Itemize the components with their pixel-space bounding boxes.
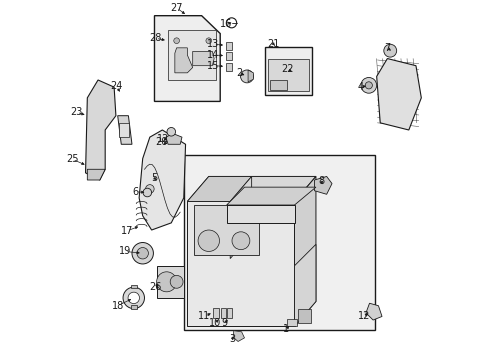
Polygon shape xyxy=(157,266,183,298)
Circle shape xyxy=(156,272,176,292)
Polygon shape xyxy=(314,176,331,194)
Circle shape xyxy=(143,188,151,197)
Text: 12: 12 xyxy=(157,134,169,144)
Polygon shape xyxy=(85,80,116,180)
Circle shape xyxy=(170,275,183,288)
Text: 19: 19 xyxy=(119,247,131,256)
Circle shape xyxy=(128,292,139,303)
Circle shape xyxy=(123,287,144,309)
Text: 25: 25 xyxy=(66,154,79,164)
Polygon shape xyxy=(294,244,315,327)
Polygon shape xyxy=(187,176,251,202)
Polygon shape xyxy=(226,187,315,205)
Circle shape xyxy=(145,185,154,193)
Text: 20: 20 xyxy=(155,138,167,148)
Bar xyxy=(226,307,232,318)
Bar xyxy=(264,47,311,95)
Polygon shape xyxy=(118,116,132,144)
Polygon shape xyxy=(139,130,185,230)
Polygon shape xyxy=(175,48,192,73)
Bar xyxy=(213,307,219,318)
Polygon shape xyxy=(233,331,244,342)
Text: 18: 18 xyxy=(111,301,123,311)
Polygon shape xyxy=(226,205,294,223)
Polygon shape xyxy=(267,59,308,91)
Circle shape xyxy=(166,127,175,136)
Bar xyxy=(131,305,136,309)
Text: 3: 3 xyxy=(228,334,235,344)
Polygon shape xyxy=(154,16,220,102)
Text: 15: 15 xyxy=(207,61,219,71)
Circle shape xyxy=(383,44,396,57)
Circle shape xyxy=(365,82,372,89)
Text: 10: 10 xyxy=(209,318,221,328)
Text: 26: 26 xyxy=(149,282,161,292)
Polygon shape xyxy=(183,155,374,330)
Bar xyxy=(225,42,232,50)
Text: 6: 6 xyxy=(132,187,138,197)
Polygon shape xyxy=(165,134,182,144)
Bar xyxy=(286,319,296,326)
Text: 17: 17 xyxy=(121,226,133,236)
Text: 9: 9 xyxy=(222,318,227,328)
Polygon shape xyxy=(187,202,294,327)
Polygon shape xyxy=(187,176,315,202)
Text: 11: 11 xyxy=(198,311,210,321)
Bar xyxy=(119,123,129,137)
Circle shape xyxy=(231,232,249,250)
Polygon shape xyxy=(230,176,251,258)
Text: 28: 28 xyxy=(149,33,162,43)
Circle shape xyxy=(360,77,376,93)
Text: 23: 23 xyxy=(70,107,82,117)
Polygon shape xyxy=(247,70,253,82)
Text: 7: 7 xyxy=(384,43,390,53)
Bar xyxy=(225,52,232,60)
Text: 1: 1 xyxy=(283,324,289,334)
Text: 8: 8 xyxy=(318,176,324,186)
Circle shape xyxy=(173,38,179,44)
Bar xyxy=(194,205,258,255)
Text: 24: 24 xyxy=(110,81,122,91)
Text: 5: 5 xyxy=(151,173,157,183)
Text: 12: 12 xyxy=(357,311,369,321)
Text: 21: 21 xyxy=(266,39,279,49)
Text: 14: 14 xyxy=(207,50,219,60)
Circle shape xyxy=(132,243,153,264)
Circle shape xyxy=(137,248,148,259)
Polygon shape xyxy=(365,303,381,320)
Circle shape xyxy=(240,70,253,83)
Bar xyxy=(298,309,310,323)
Text: 4: 4 xyxy=(357,82,363,92)
Polygon shape xyxy=(269,80,287,90)
Bar xyxy=(220,307,226,318)
Text: 13: 13 xyxy=(207,39,219,49)
Polygon shape xyxy=(87,169,105,180)
Text: 16: 16 xyxy=(220,19,232,28)
Circle shape xyxy=(198,230,219,251)
Bar xyxy=(131,285,136,288)
Text: 27: 27 xyxy=(170,3,183,13)
Polygon shape xyxy=(192,51,214,66)
Bar xyxy=(225,63,232,71)
Text: 22: 22 xyxy=(281,64,293,74)
Polygon shape xyxy=(167,30,216,80)
Polygon shape xyxy=(294,176,315,327)
Text: 2: 2 xyxy=(236,68,242,78)
Polygon shape xyxy=(376,59,421,130)
Circle shape xyxy=(205,38,211,44)
